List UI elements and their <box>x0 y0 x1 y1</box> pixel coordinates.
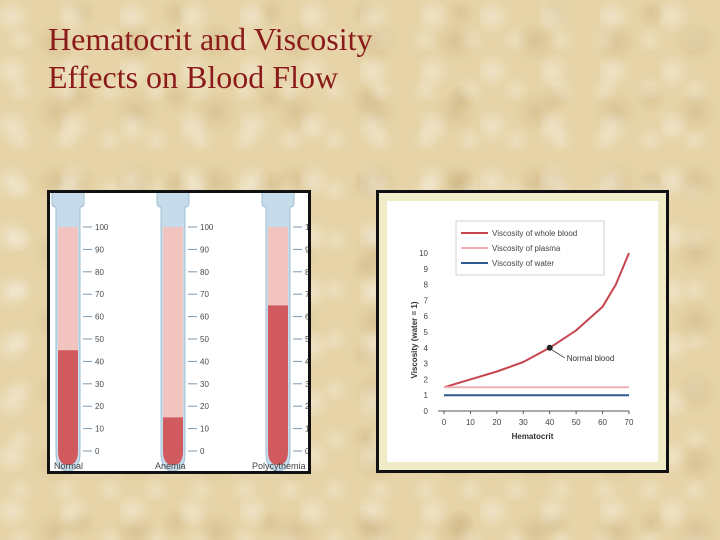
legend-label-0: Viscosity of whole blood <box>492 229 577 238</box>
x-tick-label: 30 <box>519 418 528 427</box>
x-tick-label: 50 <box>572 418 581 427</box>
hematocrit-tubes-figure: 100 90 80 70 60 50 40 30 20 10 0 Normal 100 90 80 70 60 5… <box>47 190 319 474</box>
legend-label-2: Viscosity of water <box>492 259 554 268</box>
hematocrit-bar-polycythemia <box>268 305 288 465</box>
hematocrit-tubes-chart: 1009080706050403020100Normal100908070605… <box>51 193 319 472</box>
scale-tick-label-anemia: 30 <box>200 380 209 389</box>
scale-tick-label-anemia: 100 <box>200 223 214 232</box>
scale-tick-label-normal: 70 <box>95 290 104 299</box>
y-tick-label: 9 <box>424 265 429 274</box>
normal-blood-leader <box>551 349 565 359</box>
scale-tick-label-polycythemia: 0 <box>305 447 308 456</box>
scale-tick-label-normal: 30 <box>95 380 104 389</box>
legend-label-1: Viscosity of plasma <box>492 244 561 253</box>
scale-tick-label-polycythemia: 10 <box>305 425 308 434</box>
scale-tick-label-anemia: 70 <box>200 290 209 299</box>
scale-tick-label-polycythemia: 80 <box>305 268 308 277</box>
y-axis-label: Viscosity (water = 1) <box>410 301 419 378</box>
y-tick-label: 8 <box>424 281 429 290</box>
normal-blood-point <box>546 344 553 351</box>
scale-tick-label-polycythemia: 40 <box>305 357 308 366</box>
scale-tick-label-normal: 80 <box>95 268 104 277</box>
x-axis-label: Hematocrit <box>512 432 554 441</box>
scale-tick-label-anemia: 20 <box>200 402 209 411</box>
scale-tick-label-normal: 40 <box>95 357 104 366</box>
tube-plasma-anemia <box>163 227 183 451</box>
scale-tick-label-normal: 90 <box>95 245 104 254</box>
tube-label-normal: Normal <box>54 461 83 471</box>
x-tick-label: 40 <box>545 418 554 427</box>
y-tick-label: 1 <box>424 391 429 400</box>
scale-tick-label-normal: 0 <box>95 447 100 456</box>
scale-tick-label-normal: 60 <box>95 313 104 322</box>
scale-tick-label-normal: 10 <box>95 425 104 434</box>
x-tick-label: 10 <box>466 418 475 427</box>
scale-tick-label-polycythemia: 20 <box>305 402 308 411</box>
scale-tick-label-anemia: 0 <box>200 447 205 456</box>
hematocrit-bar-normal <box>58 350 78 465</box>
y-tick-label: 2 <box>424 375 429 384</box>
y-tick-label: 3 <box>424 360 429 369</box>
slide-title: Hematocrit and Viscosity Effects on Bloo… <box>48 20 373 96</box>
scale-tick-label-polycythemia: 30 <box>305 380 308 389</box>
hematocrit-bar-anemia <box>163 417 183 465</box>
scale-tick-label-normal: 100 <box>95 223 109 232</box>
tube-label-polycythemia: Polycythemia <box>252 461 306 471</box>
slide-title-line-2: Effects on Blood Flow <box>48 59 339 95</box>
scale-tick-label-anemia: 90 <box>200 245 209 254</box>
y-tick-label: 0 <box>424 407 429 416</box>
scale-tick-label-normal: 50 <box>95 335 104 344</box>
viscosity-graph-background: 0 1 2 3 4 5 6 7 8 9 10 0 10 20 30 40 50 60 70 Hematocrit Vis… <box>387 201 658 462</box>
x-tick-label: 60 <box>598 418 607 427</box>
x-tick-label: 70 <box>625 418 634 427</box>
scale-tick-label-anemia: 40 <box>200 357 209 366</box>
scale-tick-label-polycythemia: 70 <box>305 290 308 299</box>
y-tick-label: 5 <box>424 328 429 337</box>
x-tick-label: 0 <box>442 418 447 427</box>
scale-tick-label-polycythemia: 60 <box>305 313 308 322</box>
scale-tick-label-anemia: 80 <box>200 268 209 277</box>
y-tick-label: 4 <box>424 344 429 353</box>
scale-tick-label-polycythemia: 90 <box>305 245 308 254</box>
scale-tick-label-anemia: 10 <box>200 425 209 434</box>
normal-blood-label: Normal blood <box>567 354 615 363</box>
tube-label-anemia: Anemia <box>155 461 186 471</box>
scale-tick-label-polycythemia: 50 <box>305 335 308 344</box>
scale-tick-label-anemia: 60 <box>200 313 209 322</box>
scale-tick-label-normal: 20 <box>95 402 104 411</box>
viscosity-line-chart: 0 1 2 3 4 5 6 7 8 9 10 0 10 20 30 40 50 60 70 Hematocrit Vis… <box>410 220 634 441</box>
scale-tick-label-anemia: 50 <box>200 335 209 344</box>
slide-title-line-1: Hematocrit and Viscosity <box>48 21 373 57</box>
viscosity-graph-figure: 0 1 2 3 4 5 6 7 8 9 10 0 10 20 30 40 50 60 70 Hematocrit Vis… <box>376 190 669 473</box>
x-tick-label: 20 <box>492 418 501 427</box>
y-tick-label: 6 <box>424 312 429 321</box>
scale-tick-label-polycythemia: 100 <box>305 223 308 232</box>
y-tick-label: 7 <box>424 296 429 305</box>
y-tick-label: 10 <box>419 249 428 258</box>
